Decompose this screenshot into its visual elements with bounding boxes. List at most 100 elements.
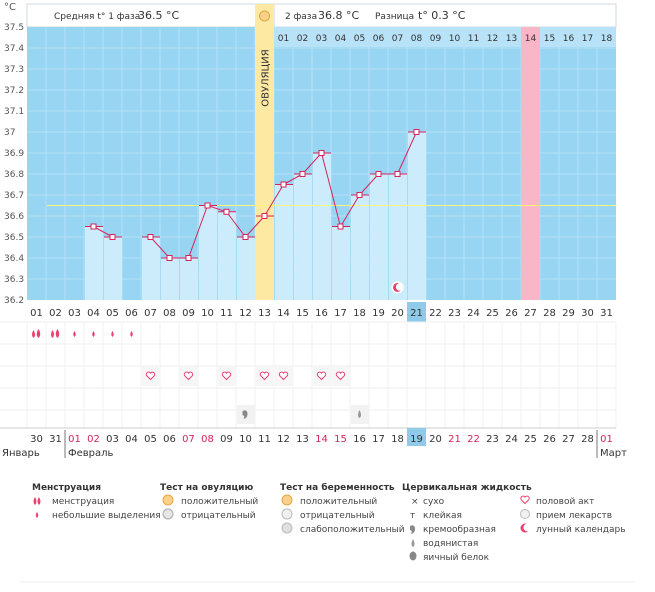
temperature-series [47,129,616,261]
temp-line-segment [359,173,379,196]
menstruation-icon [36,329,41,338]
date-label: 08 [201,434,214,445]
intercourse-icon [335,371,346,381]
date-label: 27 [562,434,575,445]
temp-point [299,171,306,177]
today-day-highlight [407,302,426,322]
legend-preg-negative-icon [281,508,293,520]
date-label: 03 [106,434,119,445]
x-day-label: 25 [486,308,499,319]
date-label: 23 [486,434,499,445]
date-label: 10 [239,434,252,445]
x-day-label: 26 [505,308,518,319]
date-label: 11 [258,434,271,445]
phase1-label: Средняя t° 1 фаза [54,12,140,22]
legend-watery-icon [411,539,415,547]
legend-menstruation-icon [37,497,41,505]
temp-line-segment [150,236,170,259]
x-day-label: 20 [391,308,404,319]
grid-lines [27,27,616,300]
legend-item: положительный [300,497,377,507]
phase2-day-label: 17 [582,34,593,44]
date-label: 30 [30,434,43,445]
date-label: 07 [182,434,195,445]
temp-line-segment [207,205,227,213]
temp-bar [351,195,369,300]
temp-line-segment [321,152,341,227]
temp-line-segment [188,205,208,259]
phase2-day-label: 13 [506,34,517,44]
x-day-label: 30 [581,308,594,319]
legend-title: Цервикальная жидкость [402,483,532,493]
temp-point [90,223,97,230]
legend-sticky-icon: т [410,511,415,521]
date-label: 24 [505,434,518,445]
temp-point [204,202,211,209]
temp-line-segment [397,131,417,175]
temp-line-segment [226,211,246,238]
temp-bar [294,174,312,300]
date-label: 14 [315,434,328,445]
temp-line-segment [93,226,113,238]
x-day-label: 05 [106,308,119,319]
phase2-day-label: 08 [411,34,423,44]
temp-point [337,223,344,230]
date-label: 22 [467,434,480,445]
temp-bar [389,174,407,300]
legend-item: прием лекарств [536,511,612,521]
temp-point [318,150,325,156]
date-label: 16 [353,434,366,445]
date-label: 01 [68,434,81,445]
intercourse-icon [145,371,156,381]
x-day-label: 21 [410,308,423,319]
temp-bar [275,184,293,300]
menstruation-icon [51,330,54,338]
temp-bar [237,237,255,300]
y-tick-label: 37 [4,128,15,138]
legend-item: отрицательный [181,511,256,521]
date-label: 02 [87,434,100,445]
legend-item: менструация [52,497,114,507]
legend-menstruation-icon [33,497,37,505]
x-day-label: 08 [163,308,176,319]
phase2-day-label: 12 [487,34,498,44]
temp-bar [180,258,198,300]
intercourse-icon [259,371,270,381]
temp-line-segment [245,215,265,238]
x-day-label: 04 [87,308,100,319]
diff-value: t° 0.3 °C [418,9,466,22]
y-tick-label: 37.4 [4,44,24,54]
month-label: Январь [2,448,40,459]
date-label: 17 [372,434,385,445]
temp-point [413,129,420,135]
temp-point [261,213,268,219]
x-day-label: 06 [125,308,138,319]
x-day-label: 09 [182,308,195,319]
special-columns: ОВУЛЯЦИЯ 01 02 03 04 05 06 07 08 09 10 11 12 13 14 15 16… [255,4,616,300]
date-label: 15 [334,434,347,445]
light-spotting-icon [111,331,114,337]
phase2-day-label: 05 [354,34,365,44]
temp-point [280,181,287,188]
temp-bar [199,205,217,300]
x-day-label: 11 [220,308,233,319]
expected-period-column [521,27,540,300]
date-label: 01 [600,434,613,445]
legend-item: небольшие выделения [52,511,161,521]
light-spotting-icon [92,331,95,337]
temp-bar [104,237,122,300]
watery-icon [358,410,361,418]
legend-dry-icon: × [411,497,419,507]
phase2-label: 2 фаза [285,12,317,22]
x-day-label: 23 [448,308,461,319]
legend-item: отрицательный [300,511,375,521]
y-axis: 36.2 36.3 36.4 36.5 36.6 36.7 36.8 36.9 37 37.1 37… [4,23,24,306]
diff-label: Разница [375,12,414,22]
legend-item: лунный календарь [536,525,626,535]
legend-title: Тест на овуляцию [160,483,253,493]
legend-item: яичный белок [423,553,490,563]
temp-bar [142,237,160,300]
x-day-label: 10 [201,308,214,319]
legend: Менструация менструация небольшие выделени… [20,482,635,583]
